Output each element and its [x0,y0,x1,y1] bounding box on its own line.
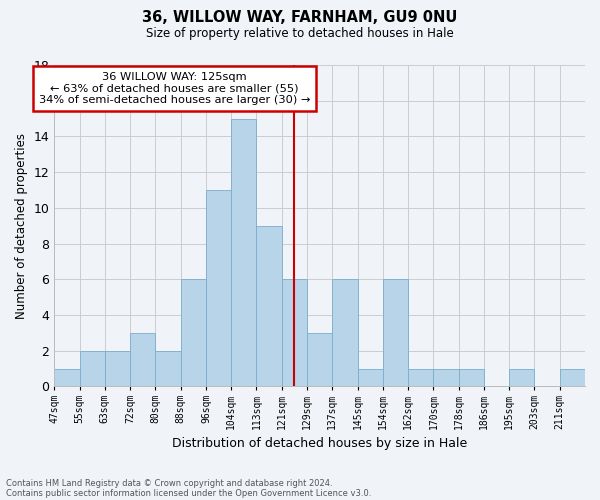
Text: 36, WILLOW WAY, FARNHAM, GU9 0NU: 36, WILLOW WAY, FARNHAM, GU9 0NU [142,10,458,25]
Bar [155,351,181,386]
Bar [408,368,433,386]
Bar [509,368,535,386]
Text: Size of property relative to detached houses in Hale: Size of property relative to detached ho… [146,28,454,40]
Bar [458,368,484,386]
Text: Contains public sector information licensed under the Open Government Licence v3: Contains public sector information licen… [6,488,371,498]
Text: 36 WILLOW WAY: 125sqm
← 63% of detached houses are smaller (55)
34% of semi-deta: 36 WILLOW WAY: 125sqm ← 63% of detached … [38,72,310,106]
Bar [105,351,130,386]
Bar [383,280,408,386]
X-axis label: Distribution of detached houses by size in Hale: Distribution of detached houses by size … [172,437,467,450]
Bar [130,333,155,386]
Y-axis label: Number of detached properties: Number of detached properties [15,132,28,318]
Text: Contains HM Land Registry data © Crown copyright and database right 2024.: Contains HM Land Registry data © Crown c… [6,478,332,488]
Bar [282,280,307,386]
Bar [332,280,358,386]
Bar [358,368,383,386]
Bar [231,118,256,386]
Bar [206,190,231,386]
Bar [433,368,458,386]
Bar [560,368,585,386]
Bar [256,226,282,386]
Bar [80,351,105,386]
Bar [181,280,206,386]
Bar [307,333,332,386]
Bar [54,368,80,386]
